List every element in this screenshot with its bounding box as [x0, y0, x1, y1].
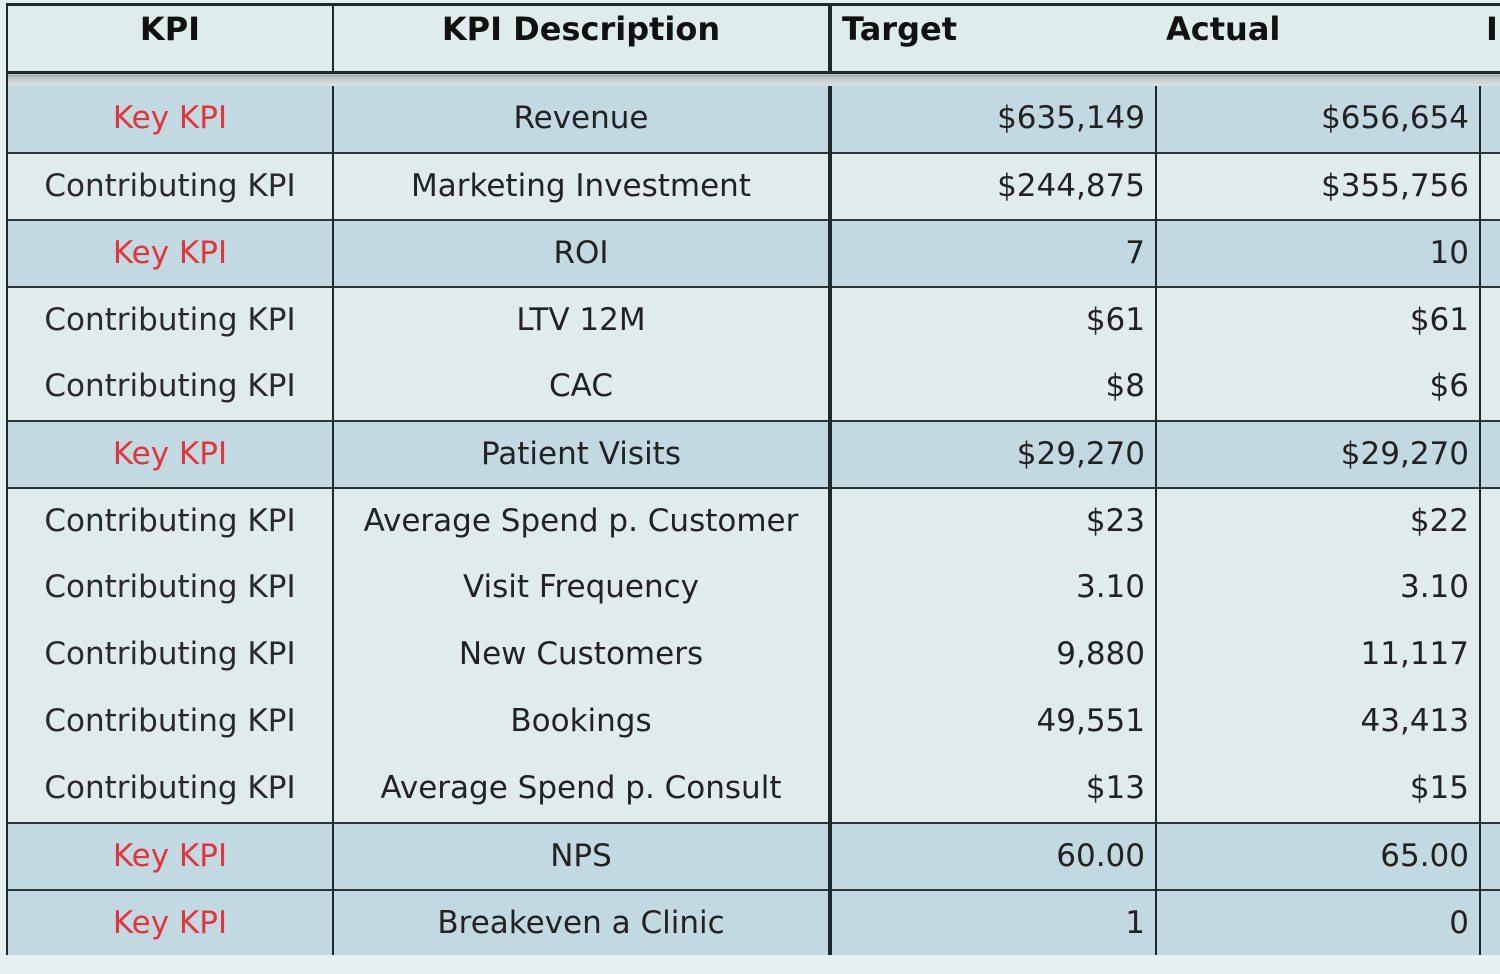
kpi-description-cell: Average Spend p. Consult [332, 756, 830, 823]
target-value-cell: $244,875 [828, 152, 1156, 220]
table-row[interactable]: Contributing KPI Bookings 49,551 43,413 [6, 689, 1500, 756]
bottom-strip [0, 955, 1500, 974]
table-row[interactable]: Contributing KPI Visit Frequency 3.10 3.10 [6, 555, 1500, 622]
table-header: KPI KPI Description Target Actual I [6, 3, 1500, 73]
table-row[interactable]: Contributing KPI Average Spend p. Custome… [6, 487, 1500, 555]
header-row: KPI KPI Description Target Actual I [6, 3, 1500, 73]
truncated-column-cell [1479, 420, 1500, 488]
kpi-description-cell: ROI [332, 219, 830, 287]
truncated-column-cell [1479, 889, 1500, 959]
actual-value-cell: $22 [1155, 487, 1480, 555]
kpi-type-cell: Key KPI [6, 420, 333, 488]
kpi-type-cell: Contributing KPI [6, 555, 333, 622]
target-value-cell: $61 [828, 286, 1156, 354]
table-row[interactable]: Key KPI Breakeven a Clinic 1 0 [6, 889, 1500, 959]
actual-value-cell: 0 [1155, 889, 1480, 959]
table-row[interactable]: Key KPI ROI 7 10 [6, 219, 1500, 287]
target-value-cell: $13 [828, 756, 1156, 823]
table-body: Key KPI Revenue $635,149 $656,654 Contributi… [6, 71, 1500, 959]
target-value-cell: 1 [828, 889, 1156, 959]
kpi-type-cell: Contributing KPI [6, 756, 333, 823]
header-separator-cell [6, 71, 1500, 86]
actual-value-cell: 43,413 [1155, 689, 1480, 756]
kpi-type-cell: Key KPI [6, 86, 333, 153]
target-value-cell: $8 [828, 354, 1156, 421]
header-target[interactable]: Target [828, 3, 1156, 73]
target-value-cell: 7 [828, 219, 1156, 287]
left-edge [0, 0, 6, 955]
truncated-column-cell [1479, 286, 1500, 354]
kpi-description-cell: Average Spend p. Customer [332, 487, 830, 555]
actual-value-cell: 11,117 [1155, 622, 1480, 689]
truncated-column-cell [1479, 152, 1500, 220]
table-row[interactable]: Key KPI Revenue $635,149 $656,654 [6, 86, 1500, 153]
kpi-description-cell: Revenue [332, 86, 830, 153]
header-separator [6, 71, 1500, 86]
table-row[interactable]: Key KPI NPS 60.00 65.00 [6, 822, 1500, 890]
truncated-column-cell [1479, 822, 1500, 890]
table-row[interactable]: Key KPI Patient Visits $29,270 $29,270 [6, 420, 1500, 488]
kpi-type-cell: Contributing KPI [6, 152, 333, 220]
actual-value-cell: $15 [1155, 756, 1480, 823]
truncated-column-cell [1479, 555, 1500, 622]
actual-value-cell: $355,756 [1155, 152, 1480, 220]
target-value-cell: 3.10 [828, 555, 1156, 622]
table-row[interactable]: Contributing KPI CAC $8 $6 [6, 354, 1500, 421]
kpi-description-cell: Visit Frequency [332, 555, 830, 622]
kpi-description-cell: New Customers [332, 622, 830, 689]
kpi-type-cell: Contributing KPI [6, 354, 333, 421]
truncated-column-cell [1479, 756, 1500, 823]
kpi-type-cell: Contributing KPI [6, 487, 333, 555]
kpi-type-cell: Contributing KPI [6, 622, 333, 689]
kpi-type-cell: Key KPI [6, 822, 333, 890]
kpi-description-cell: Bookings [332, 689, 830, 756]
table-row[interactable]: Contributing KPI New Customers 9,880 11,117 [6, 622, 1500, 689]
actual-value-cell: 65.00 [1155, 822, 1480, 890]
truncated-column-cell [1479, 487, 1500, 555]
truncated-column-cell [1479, 354, 1500, 421]
actual-value-cell: 3.10 [1155, 555, 1480, 622]
target-value-cell: $635,149 [828, 86, 1156, 153]
actual-value-cell: $29,270 [1155, 420, 1480, 488]
actual-value-cell: $656,654 [1155, 86, 1480, 153]
truncated-column-cell [1479, 219, 1500, 287]
kpi-description-cell: CAC [332, 354, 830, 421]
table-row[interactable]: Contributing KPI Marketing Investment $244… [6, 152, 1500, 220]
kpi-type-cell: Key KPI [6, 219, 333, 287]
header-kpi-description[interactable]: KPI Description [332, 3, 830, 73]
target-value-cell: 9,880 [828, 622, 1156, 689]
header-truncated-column[interactable]: I [1480, 3, 1500, 73]
truncated-column-cell [1479, 86, 1500, 153]
header-kpi[interactable]: KPI [6, 3, 333, 73]
kpi-type-cell: Key KPI [6, 889, 333, 959]
target-value-cell: 49,551 [828, 689, 1156, 756]
table-row[interactable]: Contributing KPI Average Spend p. Consult… [6, 756, 1500, 823]
target-value-cell: $23 [828, 487, 1156, 555]
truncated-column-cell [1479, 689, 1500, 756]
header-actual[interactable]: Actual [1156, 3, 1480, 73]
kpi-type-cell: Contributing KPI [6, 286, 333, 354]
actual-value-cell: 10 [1155, 219, 1480, 287]
target-value-cell: $29,270 [828, 420, 1156, 488]
kpi-description-cell: LTV 12M [332, 286, 830, 354]
kpi-description-cell: Patient Visits [332, 420, 830, 488]
target-value-cell: 60.00 [828, 822, 1156, 890]
kpi-type-cell: Contributing KPI [6, 689, 333, 756]
actual-value-cell: $6 [1155, 354, 1480, 421]
table-row[interactable]: Contributing KPI LTV 12M $61 $61 [6, 286, 1500, 354]
kpi-description-cell: Marketing Investment [332, 152, 830, 220]
kpi-description-cell: Breakeven a Clinic [332, 889, 830, 959]
kpi-table: KPI KPI Description Target Actual I Key … [6, 3, 1500, 959]
kpi-description-cell: NPS [332, 822, 830, 890]
actual-value-cell: $61 [1155, 286, 1480, 354]
truncated-column-cell [1479, 622, 1500, 689]
